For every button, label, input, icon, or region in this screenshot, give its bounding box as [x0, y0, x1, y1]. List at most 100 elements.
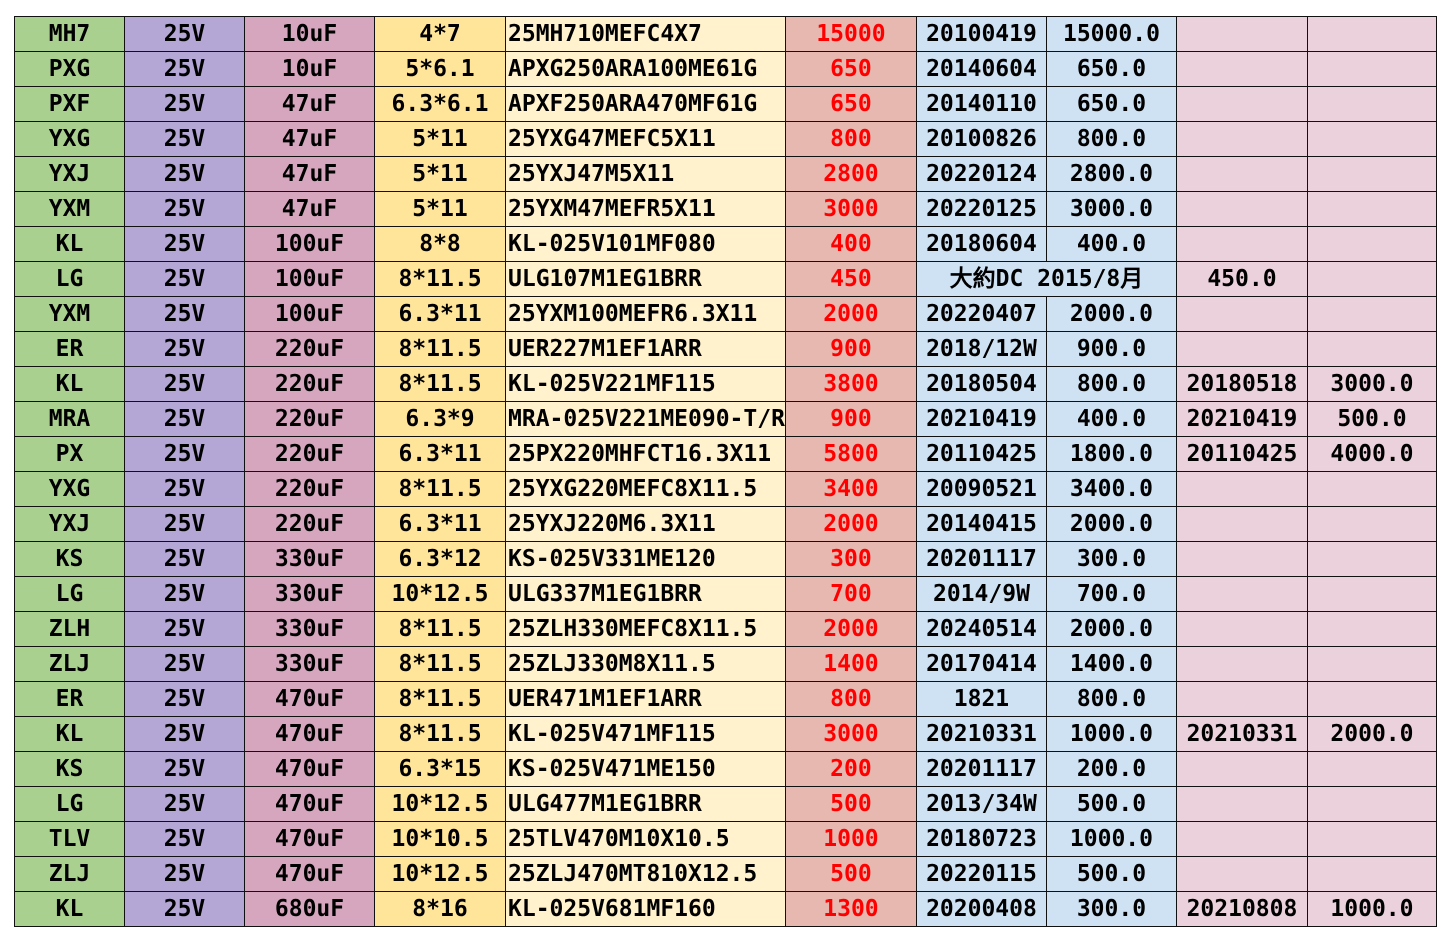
quantity-cell: 3000: [784, 716, 917, 752]
lot-date-2-cell: [1175, 786, 1308, 822]
voltage-cell: 25V: [124, 821, 245, 857]
lot-qty-1-cell: 3000.0: [1045, 191, 1177, 227]
size-cell: 5*6.1: [374, 51, 506, 87]
voltage-cell: 25V: [124, 191, 245, 227]
table-row: LG 25V 100uF 8*11.5 ULG107M1EG1BRR 450 大約DC 20…: [14, 261, 1437, 297]
lot-date-1-cell: 20201117: [915, 541, 1047, 577]
inventory-table: MH7 25V 10uF 4*7 25MH710MEFC4X7 15000 20100419…: [14, 16, 1437, 927]
capacitance-cell: 330uF: [244, 541, 375, 577]
table-row: LG 25V 470uF 10*12.5 ULG477M1EG1BRR 500 2013/3…: [14, 786, 1437, 822]
quantity-cell: 700: [784, 576, 917, 612]
lot-qty-1-cell: 3400.0: [1045, 471, 1177, 507]
table-row: MH7 25V 10uF 4*7 25MH710MEFC4X7 15000 20100419…: [14, 16, 1437, 52]
part-number-cell: KL-025V221MF115: [505, 366, 786, 402]
table-row: MRA 25V 220uF 6.3*9 MRA-025V221ME090-T/R 900 2…: [14, 401, 1437, 437]
size-cell: 6.3*15: [374, 751, 506, 787]
lot-date-2-cell: [1175, 121, 1308, 157]
capacitance-cell: 220uF: [244, 506, 375, 542]
part-number-cell: MRA-025V221ME090-T/R: [505, 401, 786, 437]
capacitance-cell: 330uF: [244, 611, 375, 647]
lot-qty-2-cell: [1306, 541, 1437, 577]
lot-date-2-cell: [1175, 681, 1308, 717]
part-number-cell: ULG107M1EG1BRR: [505, 261, 786, 297]
voltage-cell: 25V: [124, 86, 245, 122]
series-cell: LG: [14, 576, 125, 612]
series-cell: ZLJ: [14, 646, 125, 682]
lot-qty-1-cell: 2000.0: [1045, 296, 1177, 332]
lot-date-2-cell: [1175, 646, 1308, 682]
lot-date-2-cell: [1175, 331, 1308, 367]
capacitance-cell: 100uF: [244, 226, 375, 262]
lot-date-1-cell: 20220124: [915, 156, 1047, 192]
lot-qty-2-cell: [1306, 681, 1437, 717]
lot-qty-1-cell: 700.0: [1045, 576, 1177, 612]
size-cell: 8*11.5: [374, 611, 506, 647]
lot-qty-1-cell: 400.0: [1045, 226, 1177, 262]
table-row: KL 25V 470uF 8*11.5 KL-025V471MF115 3000 20210…: [14, 716, 1437, 752]
series-cell: KL: [14, 716, 125, 752]
size-cell: 8*11.5: [374, 716, 506, 752]
capacitance-cell: 220uF: [244, 366, 375, 402]
lot-qty-2-cell: [1306, 156, 1437, 192]
quantity-cell: 1300: [784, 891, 917, 927]
part-number-cell: 25ZLJ330M8X11.5: [505, 646, 786, 682]
lot-qty-1-cell: 1000.0: [1045, 821, 1177, 857]
lot-qty-2-cell: [1306, 296, 1437, 332]
quantity-cell: 1400: [784, 646, 917, 682]
series-cell: PXG: [14, 51, 125, 87]
lot-date-2-cell: [1175, 611, 1308, 647]
series-cell: YXM: [14, 191, 125, 227]
table-row: YXM 25V 100uF 6.3*11 25YXM100MEFR6.3X11 2000 2…: [14, 296, 1437, 332]
lot-date-1-cell: 20220125: [915, 191, 1047, 227]
lot-date-1-cell: 20210419: [915, 401, 1047, 437]
quantity-cell: 5800: [784, 436, 917, 472]
part-number-cell: APXG250ARA100ME61G: [505, 51, 786, 87]
voltage-cell: 25V: [124, 436, 245, 472]
lot-date-1-cell: 20220115: [915, 856, 1047, 892]
series-cell: ZLH: [14, 611, 125, 647]
part-number-cell: ULG477M1EG1BRR: [505, 786, 786, 822]
lot-qty-2-cell: [1306, 821, 1437, 857]
series-cell: KS: [14, 541, 125, 577]
lot-date-1-cell: 20100419: [915, 16, 1047, 52]
lot-date-1-cell: 20140415: [915, 506, 1047, 542]
voltage-cell: 25V: [124, 121, 245, 157]
lot-qty-1-cell: 650.0: [1045, 86, 1177, 122]
lot-qty-2-cell: [1306, 86, 1437, 122]
lot-date-2-cell: [1175, 86, 1308, 122]
lot-qty-1-cell: 2000.0: [1045, 611, 1177, 647]
lot-qty-2-cell: [1306, 331, 1437, 367]
voltage-cell: 25V: [124, 681, 245, 717]
part-number-cell: APXF250ARA470MF61G: [505, 86, 786, 122]
quantity-cell: 650: [784, 86, 917, 122]
lot-qty-2-cell: 500.0: [1306, 401, 1437, 437]
voltage-cell: 25V: [124, 471, 245, 507]
part-number-cell: 25YXJ47M5X11: [505, 156, 786, 192]
table-row: ZLJ 25V 470uF 10*12.5 25ZLJ470MT810X12.5 500 2…: [14, 856, 1437, 892]
size-cell: 10*12.5: [374, 856, 506, 892]
series-cell: YXG: [14, 121, 125, 157]
capacitance-cell: 470uF: [244, 681, 375, 717]
lot-date-2-cell: [1175, 51, 1308, 87]
part-number-cell: 25YXM47MEFR5X11: [505, 191, 786, 227]
table-row: YXJ 25V 220uF 6.3*11 25YXJ220M6.3X11 2000 2014…: [14, 506, 1437, 542]
part-number-cell: 25YXM100MEFR6.3X11: [505, 296, 786, 332]
lot-qty-2-cell: [1306, 751, 1437, 787]
voltage-cell: 25V: [124, 156, 245, 192]
lot-date-2-cell: 20180518: [1175, 366, 1308, 402]
capacitance-cell: 330uF: [244, 646, 375, 682]
part-number-cell: KL-025V101MF080: [505, 226, 786, 262]
voltage-cell: 25V: [124, 51, 245, 87]
series-cell: YXJ: [14, 156, 125, 192]
lot-date-2-cell: [1175, 226, 1308, 262]
lot-date-2-cell: 20110425: [1175, 436, 1308, 472]
lot-qty-2-cell: [1306, 856, 1437, 892]
lot-date-2-cell: [1175, 191, 1308, 227]
quantity-cell: 300: [784, 541, 917, 577]
voltage-cell: 25V: [124, 856, 245, 892]
lot-date-2-cell: [1175, 506, 1308, 542]
lot-qty-1-cell: 650.0: [1045, 51, 1177, 87]
lot-date-1-cell: 20240514: [915, 611, 1047, 647]
table-row: ZLH 25V 330uF 8*11.5 25ZLH330MEFC8X11.5 2000 2…: [14, 611, 1437, 647]
lot-date-1-cell: 20100826: [915, 121, 1047, 157]
